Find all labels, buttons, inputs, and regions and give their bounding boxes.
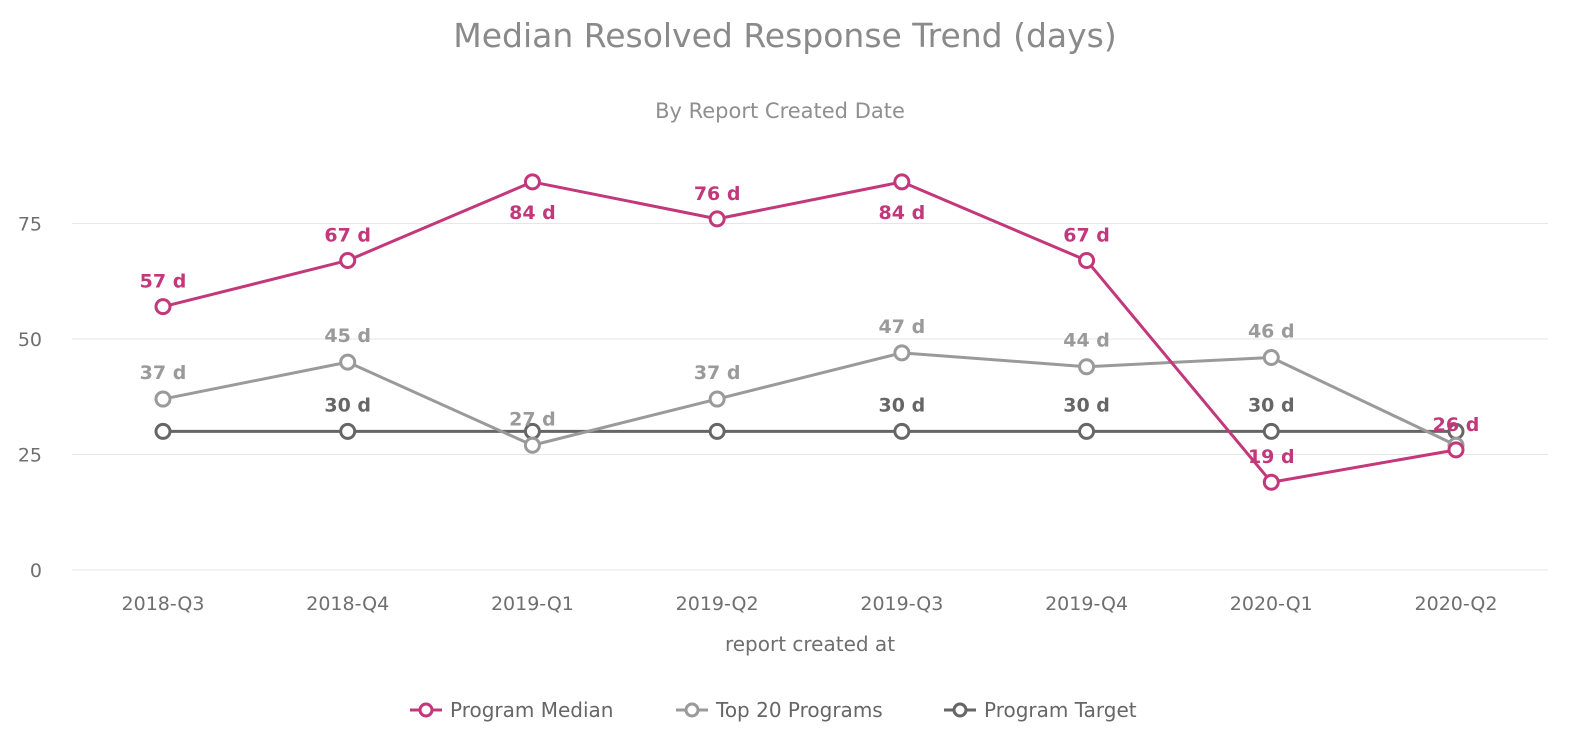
legend-item-program-median[interactable]: Program Median [410, 698, 614, 722]
data-label: 46 d [1248, 320, 1295, 342]
y-axis-ticks: 0 25 50 75 [18, 214, 42, 583]
data-point[interactable] [339, 422, 357, 440]
data-label: 84 d [509, 202, 556, 224]
data-point[interactable] [893, 173, 911, 191]
data-label-layer: 30 d 30 d 30 d 30 d 37 d 45 d 27 d 37 d 47 d 44 d… [140, 183, 1480, 468]
data-point[interactable] [523, 436, 541, 454]
data-point[interactable] [893, 344, 911, 362]
chart-title: Median Resolved Response Trend (days) [453, 16, 1117, 55]
data-label: 47 d [879, 316, 926, 338]
data-point[interactable] [1262, 473, 1280, 491]
data-point[interactable] [154, 390, 172, 408]
legend-item-program-target[interactable]: Program Target [944, 698, 1137, 722]
data-label: 27 d [509, 408, 556, 430]
grid-layer [72, 223, 1548, 571]
y-tick-label: 25 [18, 445, 42, 467]
data-label: 30 d [324, 394, 371, 416]
data-label: 76 d [694, 183, 741, 205]
data-point[interactable] [339, 353, 357, 371]
series-top-20-programs [154, 344, 1465, 454]
data-label: 30 d [1248, 394, 1295, 416]
legend-label: Program Median [450, 698, 614, 722]
data-point[interactable] [708, 210, 726, 228]
data-point[interactable] [339, 251, 357, 269]
series-line [162, 180, 1457, 484]
y-tick-label: 0 [30, 560, 42, 582]
x-tick-label: 2020-Q2 [1415, 593, 1498, 615]
data-label: 30 d [879, 394, 926, 416]
data-label: 19 d [1248, 446, 1295, 468]
data-label: 57 d [140, 271, 187, 293]
x-tick-label: 2018-Q4 [306, 593, 389, 615]
data-point[interactable] [1447, 441, 1465, 459]
legend-label: Program Target [984, 698, 1137, 722]
legend-label: Top 20 Programs [715, 698, 883, 722]
legend-swatch-marker [684, 702, 700, 718]
data-point[interactable] [1078, 358, 1096, 376]
x-tick-label: 2019-Q1 [491, 593, 574, 615]
legend-item-top-20-programs[interactable]: Top 20 Programs [676, 698, 883, 722]
data-point[interactable] [1078, 251, 1096, 269]
series-line [162, 351, 1457, 447]
x-tick-label: 2019-Q3 [860, 593, 943, 615]
series-layer [154, 173, 1465, 491]
x-tick-label: 2019-Q4 [1045, 593, 1128, 615]
data-label: 37 d [694, 362, 741, 384]
data-label: 84 d [879, 202, 926, 224]
data-point[interactable] [893, 422, 911, 440]
x-tick-label: 2020-Q1 [1230, 593, 1313, 615]
legend-swatch-marker [418, 702, 434, 718]
data-label: 26 d [1433, 414, 1480, 436]
data-point[interactable] [708, 390, 726, 408]
x-axis-ticks: 2018-Q3 2018-Q4 2019-Q1 2019-Q2 2019-Q3 2019-… [122, 593, 1498, 615]
data-point[interactable] [708, 422, 726, 440]
data-label: 44 d [1063, 330, 1110, 352]
series-program-target [154, 422, 1465, 440]
data-point[interactable] [1262, 348, 1280, 366]
x-tick-label: 2018-Q3 [122, 593, 205, 615]
data-point[interactable] [1078, 422, 1096, 440]
x-axis-label: report created at [725, 632, 895, 656]
data-label: 30 d [1063, 394, 1110, 416]
data-label: 67 d [324, 224, 371, 246]
legend[interactable]: Program Median Top 20 Programs Program Tar… [410, 698, 1137, 722]
data-point[interactable] [154, 422, 172, 440]
data-point[interactable] [154, 298, 172, 316]
data-point[interactable] [523, 173, 541, 191]
x-tick-label: 2019-Q2 [676, 593, 759, 615]
series-program-median [154, 173, 1465, 491]
legend-swatch-marker [952, 702, 968, 718]
y-tick-label: 50 [18, 329, 42, 351]
y-tick-label: 75 [18, 214, 42, 236]
data-label: 67 d [1063, 224, 1110, 246]
data-point[interactable] [1262, 422, 1280, 440]
chart-subtitle: By Report Created Date [655, 99, 905, 123]
data-label: 37 d [140, 362, 187, 384]
data-label: 45 d [324, 325, 371, 347]
